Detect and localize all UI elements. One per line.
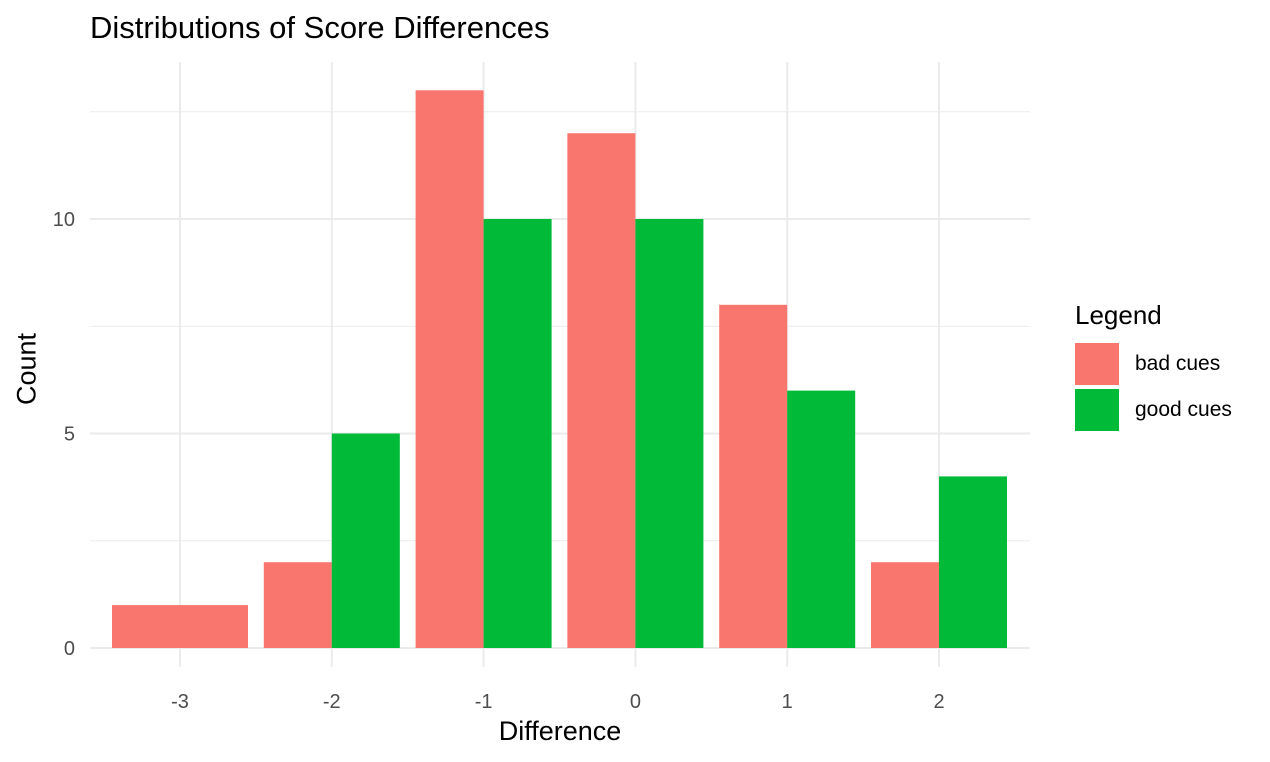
x-tick-label: -1 xyxy=(475,691,493,713)
bar-good-cues-1 xyxy=(787,390,856,648)
x-tick-label: -2 xyxy=(323,691,341,713)
y-tick-label: 5 xyxy=(64,424,75,446)
x-tick-label: 2 xyxy=(933,691,944,713)
legend-key-good-cues xyxy=(1075,389,1119,431)
x-tick-label: 1 xyxy=(782,691,793,713)
bar-good-cues--1 xyxy=(483,219,552,648)
x-axis-label: Difference xyxy=(498,716,622,746)
bar-good-cues--2 xyxy=(331,433,400,648)
legend-label-bad-cues: bad cues xyxy=(1135,352,1221,375)
legend-item-good-cues: good cues xyxy=(1075,387,1232,433)
bar-bad-cues-0 xyxy=(567,133,636,648)
bar-bad-cues--2 xyxy=(263,562,332,648)
bar-bad-cues--3 xyxy=(112,605,248,648)
legend-label-good-cues: good cues xyxy=(1135,398,1232,421)
x-tick-label: -3 xyxy=(171,691,189,713)
y-tick-label: 10 xyxy=(53,209,75,231)
bar-good-cues-2 xyxy=(939,476,1007,648)
legend-item-bad-cues: bad cues xyxy=(1075,341,1232,387)
legend: Legend bad cues good cues xyxy=(1075,300,1232,433)
y-axis-label: Count xyxy=(11,332,42,406)
y-tick-label: 0 xyxy=(64,638,75,660)
bar-bad-cues-1 xyxy=(719,304,788,648)
bar-bad-cues-2 xyxy=(871,562,939,648)
bar-bad-cues--1 xyxy=(415,90,484,649)
legend-title: Legend xyxy=(1075,300,1162,330)
bar-good-cues-0 xyxy=(635,219,704,648)
legend-key-bad-cues xyxy=(1075,343,1119,385)
x-tick-label: 0 xyxy=(630,691,641,713)
chart-title: Distributions of Score Differences xyxy=(90,10,550,45)
